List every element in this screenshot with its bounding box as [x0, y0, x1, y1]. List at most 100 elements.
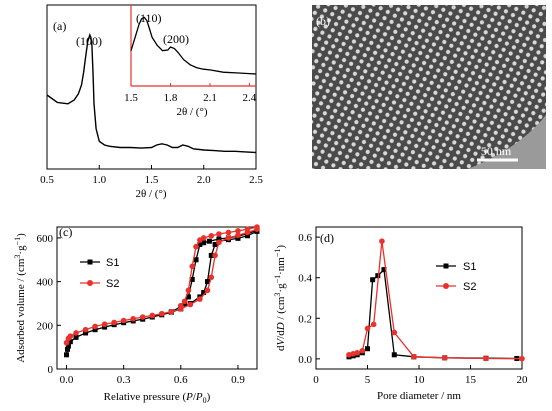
panel-d-s1-point: [391, 352, 397, 358]
panel-d-x-ticks: 0 5 10 15 20: [313, 365, 528, 386]
panel-d-label: (d): [320, 231, 334, 245]
panel-d-s2-point: [379, 238, 385, 244]
legend-s2-label: S2: [106, 278, 119, 290]
panel-c-s1-desorption-point: [216, 236, 222, 242]
panel-d-frame: [315, 226, 523, 370]
panel-c-s2-adsorption-point: [82, 326, 89, 333]
panel-d-s2-point: [441, 355, 448, 361]
panel-d-s1-point: [365, 346, 370, 352]
tem-edge-region: [468, 115, 546, 169]
panel-c-s2-desorption-point: [189, 263, 196, 270]
panel-c-x-tick-label: 0.3: [117, 374, 131, 386]
panel-a: (a) (100) 0.5 1.0 1.5 2.0 2.5 2θ / (°) (110)…: [40, 4, 263, 200]
panel-c-s2-desorption-point: [244, 226, 251, 232]
panel-c-s2-adsorption-point: [120, 317, 127, 324]
panel-c-s1-adsorption-point: [201, 290, 207, 296]
panel-d-s1-point: [381, 267, 387, 273]
panel-d-s2-point: [483, 355, 489, 362]
panel-c-s1-adsorption-point: [83, 330, 89, 336]
panel-c-s2-desorption-point: [193, 243, 199, 250]
panel-c-s2-adsorption-point: [63, 339, 70, 346]
panel-d-s1-point: [375, 273, 381, 279]
panel-c-s2-adsorption-point: [130, 315, 136, 322]
panel-c-x-ticks: 0.0 0.3 0.6 0.9: [60, 365, 245, 386]
panel-c-y-tick-label: 200: [37, 320, 54, 332]
panel-d-s2-point: [359, 347, 366, 354]
panel-c-s2-adsorption-point: [225, 235, 232, 241]
panel-c-frame: [56, 226, 258, 370]
panel-c-series: [63, 224, 260, 358]
panel-c-s2-adsorption-point: [204, 287, 211, 294]
panel-c-s1-desorption-point: [185, 294, 191, 300]
inset-x-title: 2θ / (°): [176, 106, 207, 118]
inset-curve: [130, 16, 257, 75]
panel-c-y-tick-label: 0: [48, 364, 54, 376]
panel-c-s2-adsorption-point: [197, 296, 203, 302]
inset-x-tick-label: 2.1: [203, 92, 217, 104]
panel-c-s2-adsorption-point: [168, 308, 175, 315]
panel-c-s2-desorption-point: [235, 228, 241, 234]
panel-d-y-title: dV/dD / (cm3·g−1·nm−1): [273, 245, 287, 351]
panel-c-s2-adsorption-point: [212, 252, 218, 259]
panel-a-label: (a): [53, 19, 66, 33]
panel-c-s1-desorption-point: [193, 257, 199, 263]
legend-d-s1-label: S1: [463, 261, 476, 273]
panel-c-s1-desorption-point: [206, 238, 212, 244]
panel-c-s1-adsorption-point: [64, 346, 70, 352]
inset-x-tick-label: 1.5: [124, 92, 138, 104]
panel-a-x-ticks: 0.5 1.0 1.5 2.0 2.5: [40, 165, 263, 186]
panel-d-s2-line: [348, 241, 523, 360]
panel-c-s1-desorption-point: [189, 276, 195, 282]
legend-d-s1-marker: [443, 263, 449, 269]
panel-c-s2-adsorption-point: [92, 323, 98, 330]
legend-s1-marker: [87, 259, 93, 265]
panel-c: (c) 0.0 0.3 0.6 0.9 0 200 400 600 Relative pre…: [13, 224, 260, 405]
panel-c-s2-desorption-point: [225, 229, 232, 236]
panel-a-x-title: 2θ / (°): [135, 188, 166, 200]
panel-c-s2-desorption-point: [181, 298, 188, 305]
panel-c-y-tick-label: 400: [37, 277, 54, 289]
panel-d-series: [346, 238, 525, 362]
panel-d-s2-point: [370, 321, 377, 328]
panel-c-s2-adsorption-point: [187, 301, 194, 308]
panel-d-x-tick-label: 5: [365, 374, 371, 386]
panel-b-label: (b): [316, 14, 330, 28]
panel-c-s1-adsorption-point: [92, 327, 98, 333]
panel-d-s2-point: [364, 325, 371, 332]
panel-c-x-tick-label: 0.6: [174, 374, 188, 386]
panel-c-s2-adsorption-point: [67, 333, 74, 340]
panel-c-y-title: Adsorbed volume / (cm3·g−1): [13, 233, 27, 363]
panel-c-s1-adsorption-point: [102, 324, 108, 330]
panel-c-x-title: Relative pressure (P/P0): [104, 391, 211, 405]
panel-d-x-tick-label: 10: [414, 374, 426, 386]
panel-c-x-tick-label: 0.0: [60, 374, 74, 386]
panel-c-s2-adsorption-point: [149, 312, 156, 319]
panel-c-s1-adsorption-point: [204, 279, 210, 285]
legend-s2-marker: [87, 280, 93, 286]
panel-c-s1-adsorption-line: [65, 230, 258, 355]
panel-c-s2-adsorption-point: [139, 314, 146, 320]
panel-d-y-tick-label: 0.4: [298, 273, 312, 285]
panel-c-s1-desorption-point: [201, 240, 207, 246]
panel-c-s2-adsorption-point: [111, 319, 117, 326]
panel-d-x-tick-label: 15: [465, 374, 477, 386]
peak-label-110: (110): [136, 11, 162, 25]
panel-c-s2-desorption-point: [197, 237, 203, 243]
panel-d-s2-point: [354, 349, 361, 356]
panel-c-s2-adsorption-point: [73, 330, 79, 336]
panel-c-label: (c): [59, 225, 72, 239]
panel-c-s2-adsorption-point: [158, 310, 165, 317]
panel-d-x-title: Pore diameter / nm: [377, 390, 461, 402]
legend-d-s2-marker: [443, 283, 449, 289]
tem-particle-region: [312, 5, 546, 169]
panel-c-s1-adsorption-point: [212, 241, 218, 247]
panel-c-s1-adsorption-point: [64, 352, 70, 358]
panel-c-s2-desorption-point: [178, 302, 184, 309]
panel-a-inset: (110) (200) 1.5 1.8 2.1 2.4 2θ / (°): [124, 5, 257, 118]
panel-d-legend: S1 S2: [436, 261, 476, 293]
panel-d-s2-point: [411, 354, 417, 360]
panel-a-x-tick-label: 2.5: [249, 174, 263, 186]
panel-c-s2-desorption-point: [254, 224, 260, 230]
panel-a-curve: [46, 33, 257, 154]
